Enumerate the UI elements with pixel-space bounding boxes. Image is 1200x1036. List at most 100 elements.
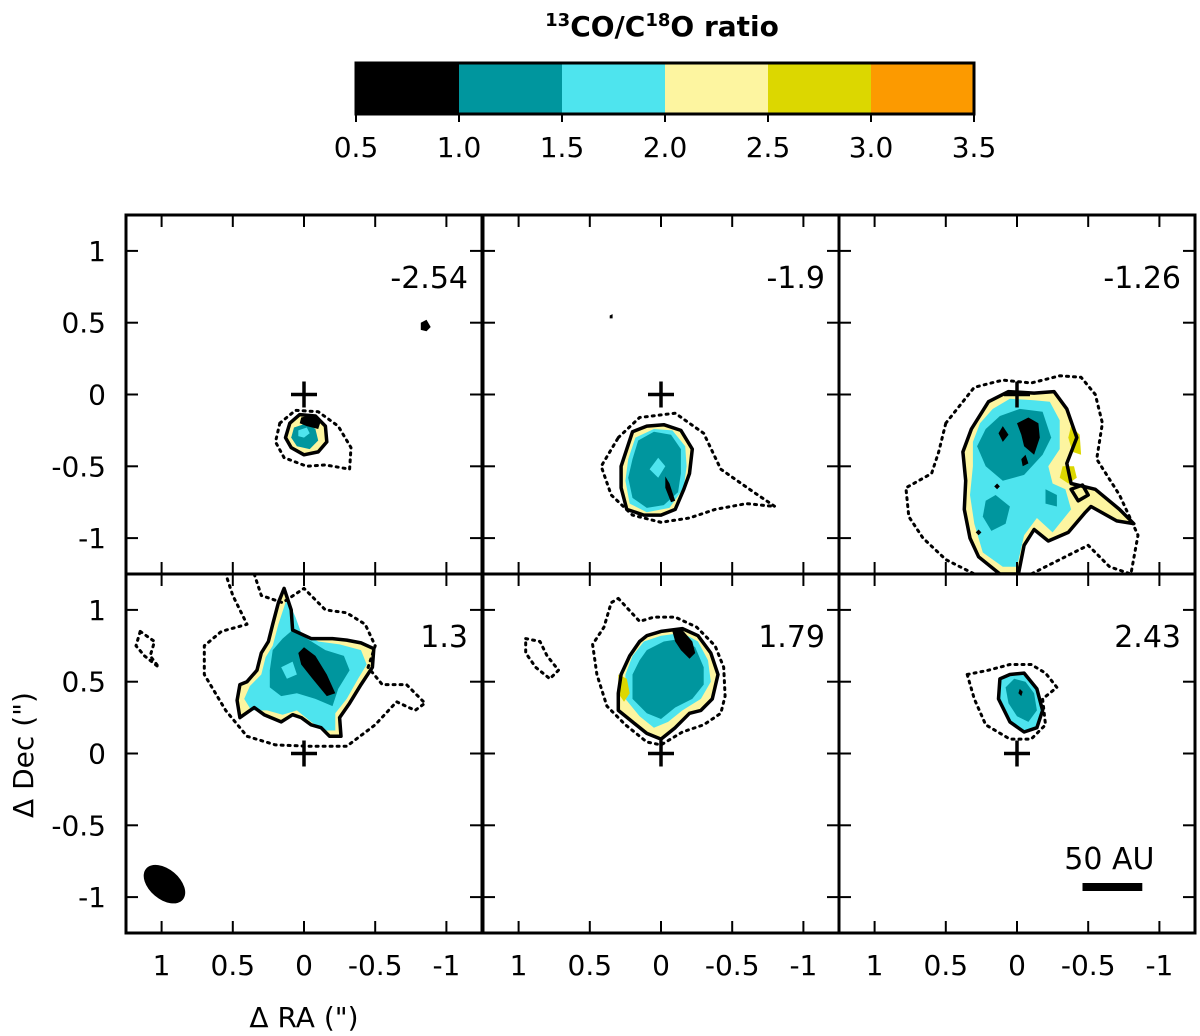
panel-content [134, 574, 427, 748]
ratio-region-bin1 [1018, 688, 1023, 697]
ratio-region-bin1 [420, 319, 431, 332]
panel-content [599, 314, 777, 524]
velocity-label: 1.79 [758, 620, 825, 655]
x-tick-label: 1 [866, 949, 884, 982]
panel-6: 2.43 1 0.5 0 -0.5 -1 50 AU [837, 572, 1197, 982]
x-tick-label: -1 [1145, 949, 1173, 982]
y-tick-label: -1 [78, 881, 106, 914]
colorbar-tick-label: 1.5 [540, 131, 585, 164]
x-tick-label: -0.5 [1061, 949, 1116, 982]
colorbar-bin-1 [459, 63, 562, 114]
ratio-region-bin2 [1045, 489, 1057, 507]
ratio-region-bin2 [1005, 678, 1037, 722]
ratio-region-bin1 [998, 426, 1009, 442]
colorbar-title: 13CO/C18O ratio [545, 10, 779, 43]
ratio-region-bin2 [632, 638, 704, 719]
ratio-region-bin1 [298, 647, 336, 697]
x-tick-label: 0.5 [211, 949, 256, 982]
colorbar-bin-3 [665, 63, 768, 114]
solid-contour [996, 671, 1045, 734]
colorbar-tick-label: 2.5 [746, 131, 791, 164]
y-tick-label: -1 [78, 522, 106, 555]
ratio-region-bin3 [298, 427, 310, 438]
colorbar-bin-2 [562, 63, 665, 114]
colorbar-tick-label: 0.5 [334, 131, 379, 164]
y-tick-label: -0.5 [51, 809, 106, 842]
solid-contour [235, 586, 376, 739]
panel-4: 1.3 1 0.5 0 -0.5 -1 1 0.5 0 -0.5 -1 [51, 572, 484, 982]
dotted-contour [965, 663, 1059, 741]
velocity-label: -2.54 [390, 261, 468, 296]
solid-contour [1069, 483, 1090, 503]
ratio-region-bin1 [1017, 417, 1040, 455]
panel-content [904, 374, 1140, 574]
y-tick-label: 0 [88, 738, 106, 771]
x-tick-label: -1 [789, 949, 817, 982]
ratio-region-bin1 [609, 314, 613, 319]
solid-contour [961, 389, 1136, 574]
solid-contour [616, 626, 720, 741]
dotted-contour [599, 411, 777, 524]
ratio-region-bin1 [1021, 454, 1029, 467]
y-tick-label: 0 [88, 379, 106, 412]
panel-3: -1.26 [837, 213, 1197, 576]
colorbar-tick-label: 1.0 [437, 131, 482, 164]
ratio-region-bin2 [982, 495, 1010, 531]
x-tick-label: 0 [295, 949, 313, 982]
panel-5: 1.79 1 0.5 0 -0.5 -1 [481, 572, 841, 982]
axis-labels: Δ RA (") Δ Dec (") [7, 692, 359, 1034]
panel-1: -2.54 1 0.5 0 -0.5 -1 [51, 213, 484, 576]
colorbar-tick-label: 3.5 [952, 131, 997, 164]
y-tick-label: 1 [88, 235, 106, 268]
y-axis-label: Δ Dec (") [7, 692, 40, 818]
scale-bar-label: 50 AU [1064, 842, 1154, 877]
x-tick-label: 1 [153, 949, 171, 982]
ratio-region-bin1 [994, 483, 1000, 490]
dotted-contour [591, 596, 727, 747]
colorbar-bin-4 [768, 63, 871, 114]
dotted-contour [274, 408, 353, 471]
velocity-label: 1.3 [420, 620, 468, 655]
colorbar-bin-5 [871, 63, 974, 114]
y-tick-label: 0.5 [61, 666, 106, 699]
ratio-region-bin1 [672, 630, 696, 659]
colorbar-tick-label: 2.0 [643, 131, 688, 164]
colorbar-tick-label: 3.0 [849, 131, 894, 164]
x-tick-label: 0 [1008, 949, 1026, 982]
colorbar-bin-0 [356, 63, 459, 114]
ratio-region-bin3 [281, 661, 297, 679]
dotted-contour [524, 637, 560, 681]
ratio-region-bin1 [665, 476, 676, 503]
velocity-label: -1.26 [1103, 261, 1181, 296]
panel-frame [837, 572, 1197, 935]
colorbar-bins [354, 61, 976, 116]
x-tick-label: -0.5 [348, 949, 403, 982]
panel-content [524, 596, 727, 747]
x-axis-label: Δ RA (") [249, 1001, 358, 1034]
x-tick-label: 1 [510, 949, 528, 982]
colorbar: 13CO/C18O ratio 0.5 1.0 1.5 2.0 2.5 3.0 3.5 [334, 10, 997, 164]
y-tick-label: 1 [88, 594, 106, 627]
x-tick-label: 0.5 [924, 949, 969, 982]
velocity-label: 2.43 [1114, 620, 1181, 655]
x-tick-label: 0 [652, 949, 670, 982]
panel-content [274, 319, 431, 471]
dotted-contour [904, 374, 1140, 574]
ratio-region-bin1 [975, 529, 982, 536]
y-tick-label: 0.5 [61, 307, 106, 340]
velocity-label: -1.9 [766, 261, 825, 296]
y-tick-label: -0.5 [51, 450, 106, 483]
x-tick-label: -1 [432, 949, 460, 982]
panel-2: -1.9 [481, 213, 841, 576]
dotted-contour [134, 629, 161, 669]
panel-content [965, 663, 1059, 741]
solid-contour [619, 422, 695, 517]
x-tick-label: 0.5 [568, 949, 613, 982]
colorbar-ticks: 0.5 1.0 1.5 2.0 2.5 3.0 3.5 [334, 114, 997, 164]
dotted-contour [202, 574, 427, 748]
x-tick-label: -0.5 [705, 949, 760, 982]
beam-ellipse [143, 864, 186, 904]
solid-contour [283, 412, 329, 457]
